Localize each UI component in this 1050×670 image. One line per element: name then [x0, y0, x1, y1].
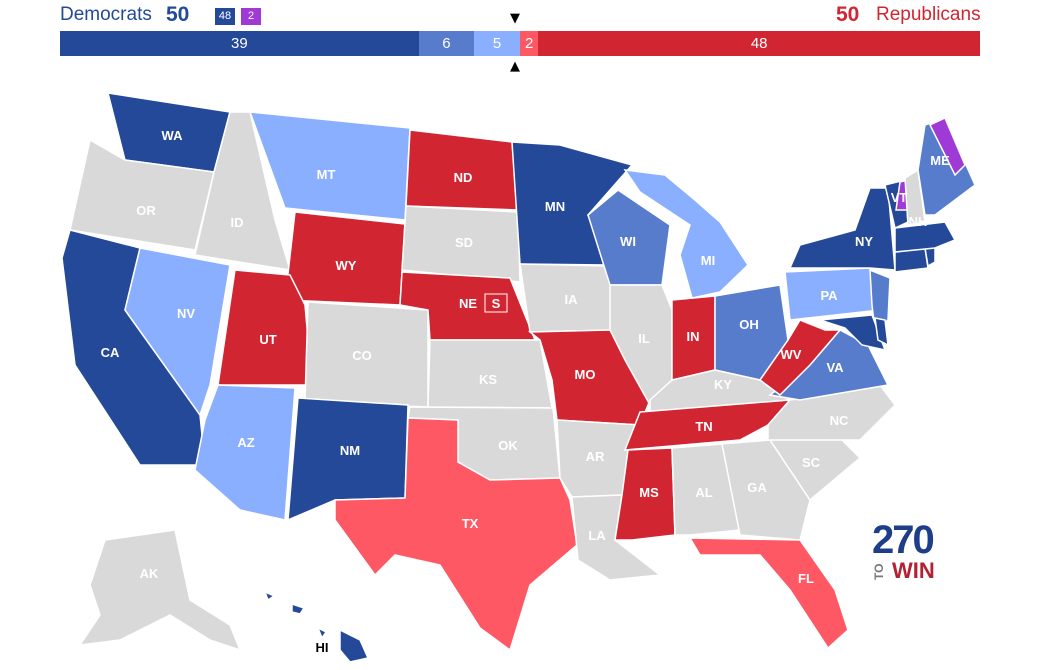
label-TX: TX	[462, 516, 479, 531]
label-CO: CO	[352, 348, 372, 363]
label-IA: IA	[565, 292, 579, 307]
label-WY: WY	[336, 258, 357, 273]
state-FL[interactable]	[688, 537, 849, 650]
bar-segment-3: 2	[519, 31, 539, 56]
state-WV[interactable]	[758, 319, 842, 396]
label-KY: KY	[714, 377, 732, 392]
label-PA: PA	[820, 288, 838, 303]
bar-segment-0: 39	[60, 31, 419, 56]
logo-number: 270	[872, 518, 935, 562]
label-OH: OH	[739, 317, 759, 332]
label-ME: ME	[930, 153, 950, 168]
label-TN: TN	[695, 419, 712, 434]
state-AL[interactable]	[671, 443, 741, 536]
label-AK: AK	[140, 566, 159, 581]
state-AK[interactable]	[78, 529, 242, 652]
label-IL: IL	[638, 331, 650, 346]
state-SD[interactable]	[401, 205, 521, 283]
label-MI: MI	[701, 253, 715, 268]
label-UT: UT	[259, 332, 276, 347]
republicans-label: Republicans	[876, 4, 981, 25]
label-HI: HI	[316, 640, 329, 655]
label-ND: ND	[454, 170, 473, 185]
state-ME-ind	[928, 116, 966, 177]
state-AZ[interactable]	[194, 384, 296, 521]
label-CA: CA	[101, 345, 120, 360]
state-MA[interactable]	[894, 221, 957, 253]
label-MS: MS	[639, 485, 659, 500]
majority-marker-bottom-icon: ▲	[510, 59, 520, 74]
state-GA[interactable]	[721, 439, 811, 541]
label-OR: OR	[136, 203, 156, 218]
senate-balance-header: Democrats 50 48 2 50 Republicans ▼ 39 6 5 2…	[0, 0, 1050, 80]
logo-to: TO	[872, 563, 886, 580]
label-AZ: AZ	[237, 435, 254, 450]
label-LA: LA	[588, 528, 606, 543]
democrats-total: 50	[166, 3, 190, 26]
label-NM: NM	[340, 443, 360, 458]
logo-win: WIN	[892, 558, 935, 583]
label-WV: WV	[781, 347, 802, 362]
democrats-seat-badge: 48	[215, 8, 235, 25]
majority-marker-top-icon: ▼	[510, 11, 520, 26]
270towin-logo[interactable]: 270 TO WIN	[872, 518, 952, 583]
state-WI[interactable]	[587, 189, 671, 286]
label-NE: NE	[459, 296, 477, 311]
state-HI[interactable]	[263, 590, 370, 663]
special-election-marker	[484, 293, 508, 313]
label-NY: NY	[855, 234, 873, 249]
label-NC: NC	[830, 413, 849, 428]
label-NE-special: S	[492, 296, 501, 311]
state-TX[interactable]	[334, 417, 578, 652]
democrats-label: Democrats	[60, 4, 152, 25]
label-SD: SD	[455, 235, 473, 250]
label-OK: OK	[498, 438, 518, 453]
label-AL: AL	[695, 485, 712, 500]
us-senate-map: WA OR CA ID NV MT WY UT AZ CO NM ND SD N…	[61, 92, 976, 663]
state-NH[interactable]	[904, 168, 926, 226]
label-VA: VA	[826, 360, 844, 375]
bar-segment-2: 5	[473, 31, 520, 56]
label-MO: MO	[575, 367, 596, 382]
label-VT: VT	[891, 190, 908, 205]
label-IN: IN	[687, 329, 700, 344]
label-GA: GA	[747, 480, 767, 495]
label-AR: AR	[586, 449, 605, 464]
label-NV: NV	[177, 306, 195, 321]
label-KS: KS	[479, 372, 497, 387]
label-ID: ID	[231, 215, 244, 230]
republicans-total: 50	[836, 3, 860, 26]
label-SC: SC	[802, 455, 821, 470]
independents-seat-badge: 2	[241, 8, 261, 25]
bar-segment-4: 48	[538, 31, 980, 56]
bar-segment-1: 6	[418, 31, 474, 56]
state-MI[interactable]	[623, 169, 749, 299]
state-MT[interactable]	[248, 111, 411, 221]
state-ME[interactable]	[917, 117, 976, 216]
state-DE[interactable]	[874, 317, 889, 347]
state-MD[interactable]	[819, 314, 887, 352]
state-NY[interactable]	[788, 187, 896, 271]
label-MN: MN	[545, 199, 565, 214]
label-WA: WA	[162, 128, 184, 143]
state-NV[interactable]	[124, 247, 231, 417]
label-WI: WI	[620, 234, 636, 249]
label-NH: NH	[909, 214, 928, 229]
state-TN[interactable]	[623, 399, 792, 451]
label-MT: MT	[317, 167, 336, 182]
label-FL: FL	[798, 571, 814, 586]
seat-balance-bar: 39 6 5 2 48	[60, 31, 980, 56]
